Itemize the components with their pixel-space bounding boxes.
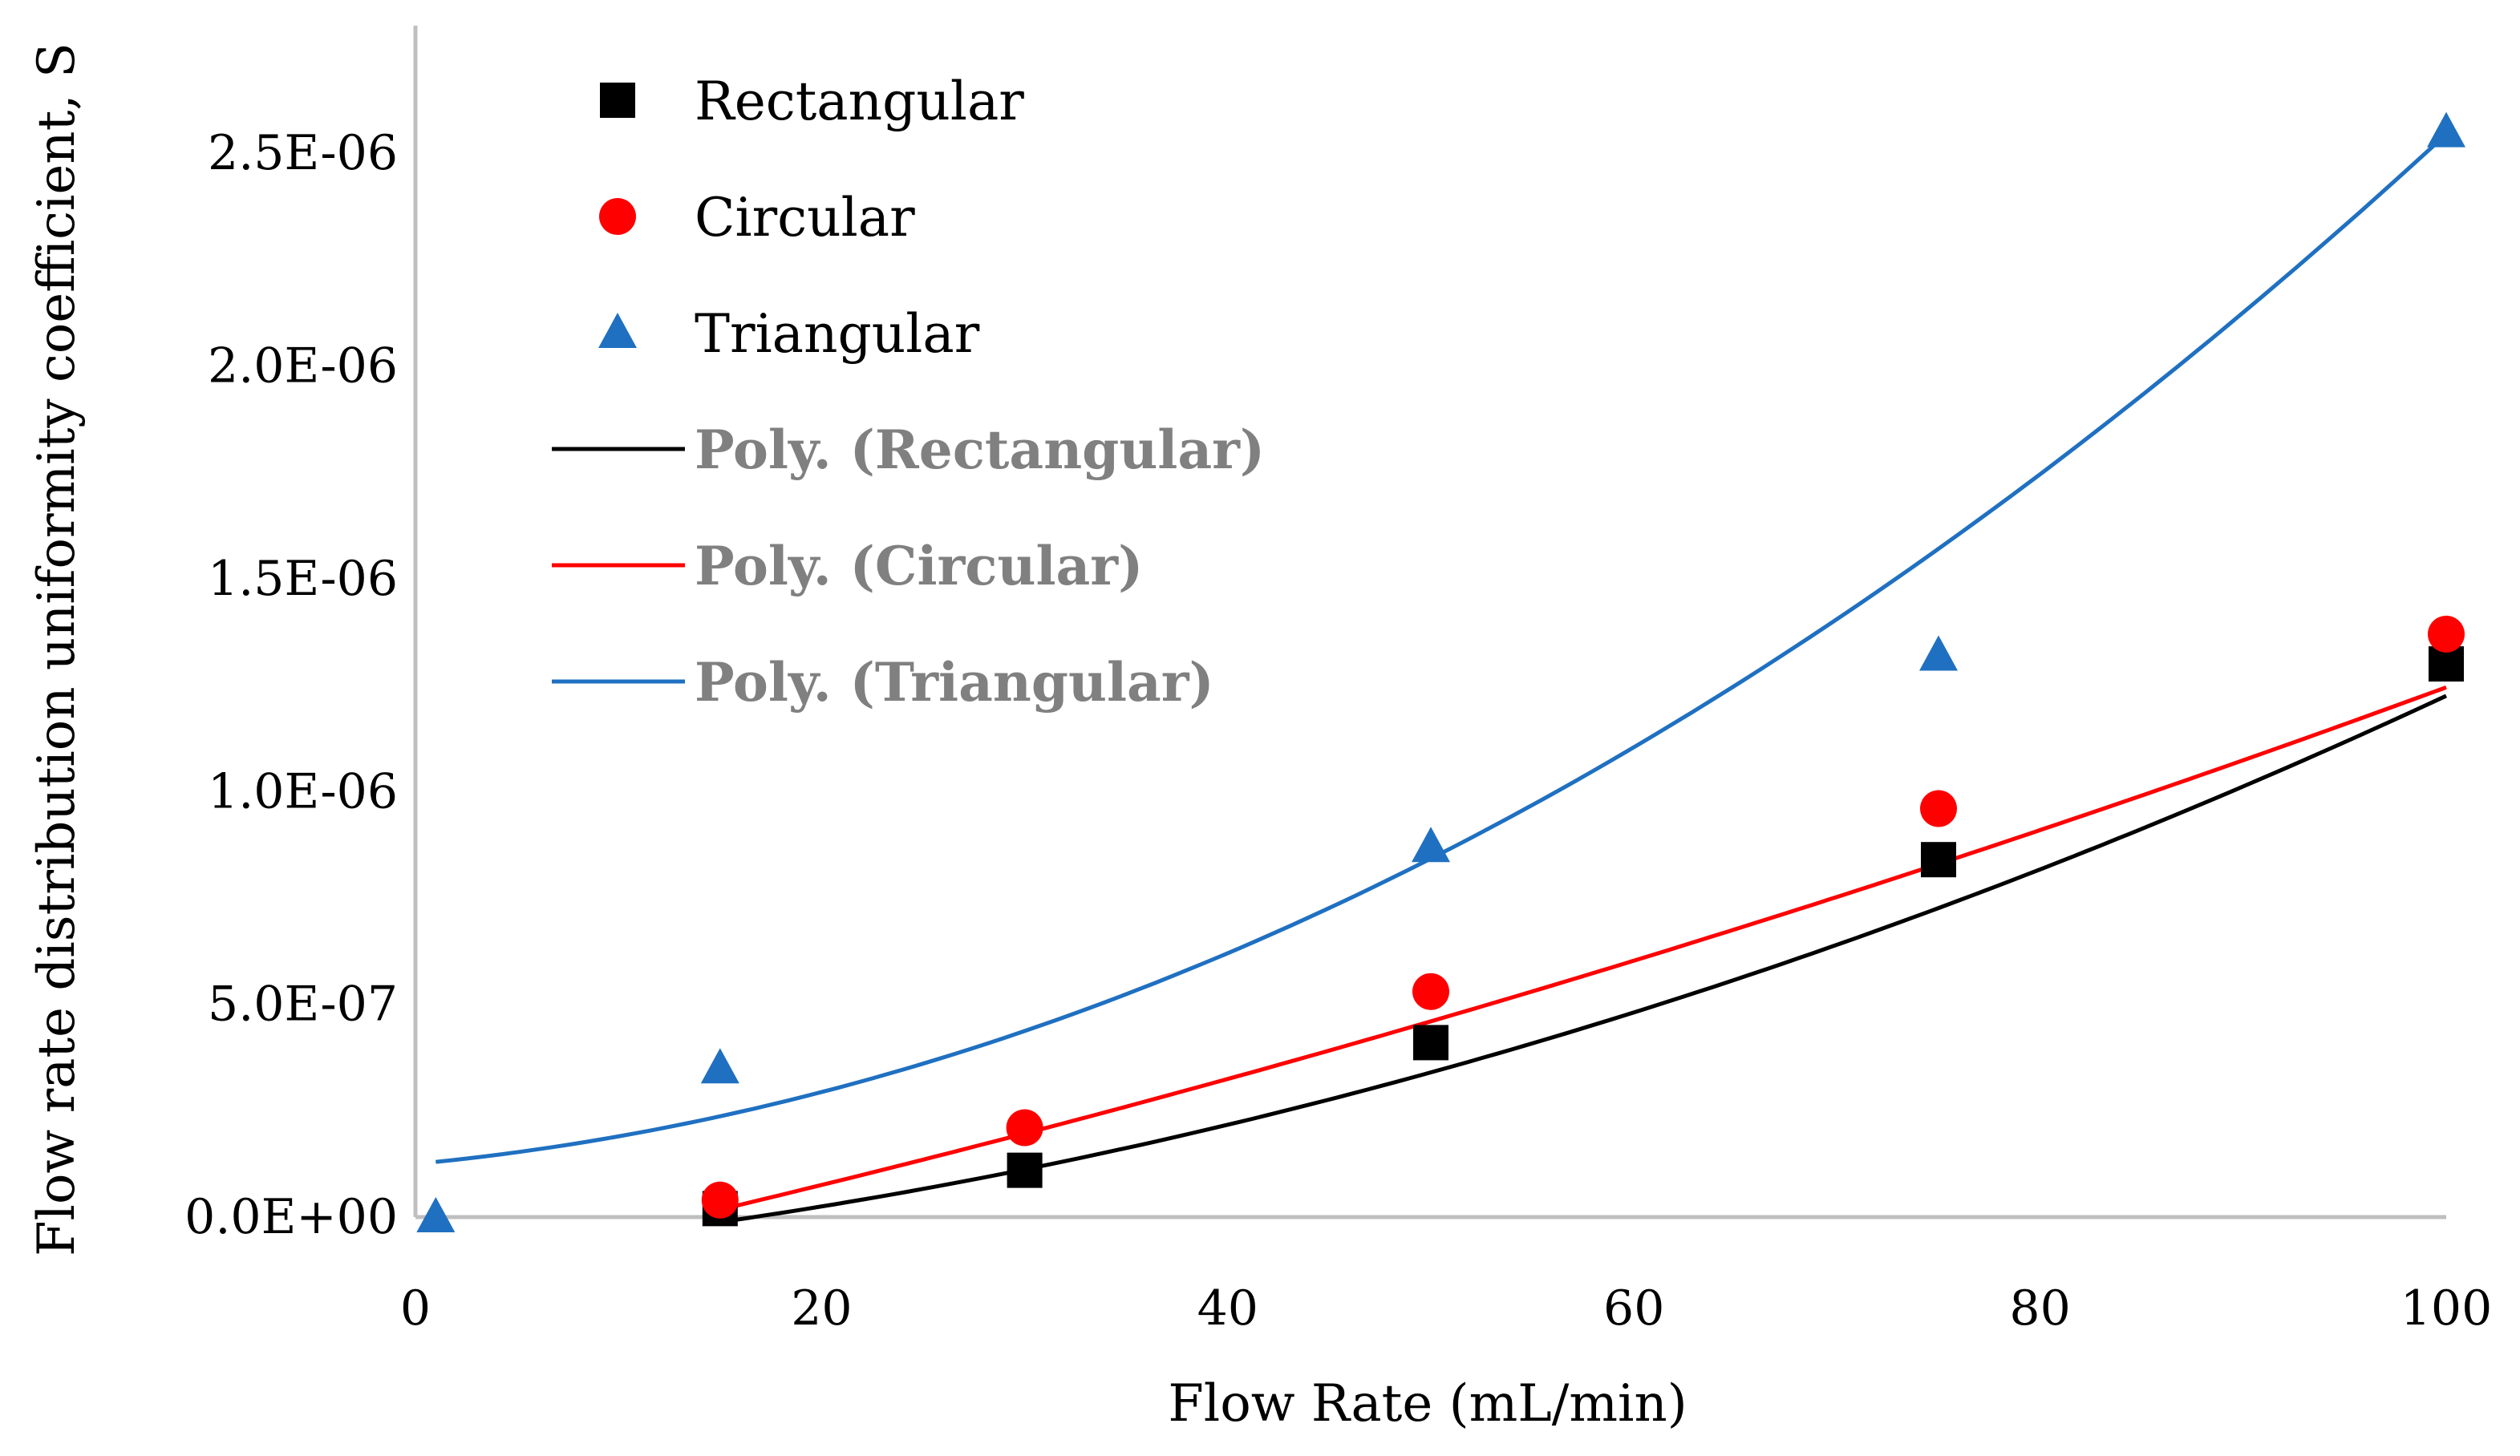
legend-marker-circular — [599, 198, 636, 235]
y-tick-label: 2.5E-06 — [208, 125, 398, 181]
legend: Rectangular Circular Triangular Poly. (Rect… — [552, 71, 1265, 714]
x-tick-label: 100 — [2400, 1280, 2493, 1337]
data-point-triangular — [416, 1197, 456, 1232]
data-point-circular — [701, 1181, 739, 1219]
legend-label-trend: Poly. (Circular) — [695, 535, 1143, 597]
data-point-circular — [1412, 973, 1449, 1010]
legend-label-trend: Poly. (Triangular) — [695, 651, 1214, 714]
x-axis-title: Flow Rate (mL/min) — [1168, 1374, 1687, 1434]
data-points — [416, 111, 2465, 1232]
trendline-poly-circular — [719, 685, 2447, 1212]
legend-label-triangular: Triangular — [695, 303, 980, 365]
legend-label-rectangular: Rectangular — [695, 71, 1024, 132]
y-tick-label: 1.5E-06 — [208, 551, 398, 607]
y-tick-label: 0.0E+00 — [184, 1189, 398, 1245]
x-tick-label: 80 — [2009, 1280, 2070, 1337]
data-point-rectangular — [1007, 1152, 1043, 1188]
data-point-triangular — [1919, 635, 1958, 671]
data-point-rectangular — [1413, 1025, 1448, 1061]
y-axis-title: Flow rate distribution uniformity coeffi… — [27, 42, 87, 1256]
x-tick-label: 0 — [400, 1280, 431, 1337]
y-tick-label: 2.0E-06 — [208, 338, 398, 394]
data-point-circular — [1006, 1109, 1043, 1147]
data-point-circular — [1920, 790, 1957, 827]
legend-label-circular: Circular — [695, 187, 915, 249]
y-tick-label: 1.0E-06 — [208, 763, 398, 819]
x-tick-label: 60 — [1603, 1280, 1664, 1337]
x-tick-label: 40 — [1197, 1280, 1258, 1337]
data-point-triangular — [700, 1048, 739, 1084]
x-tick-labels: 0 20 40 60 80 100 — [400, 1280, 2492, 1337]
data-point-rectangular — [1921, 842, 1956, 878]
legend-marker-triangular — [598, 313, 637, 348]
x-tick-label: 20 — [791, 1280, 852, 1337]
data-point-triangular — [2427, 111, 2465, 148]
trendline-poly-triangular — [436, 132, 2448, 1164]
y-tick-label: 5.0E-07 — [208, 977, 398, 1033]
y-tick-labels: 0.0E+00 5.0E-07 1.0E-06 1.5E-06 2.0E-06 2.5E-… — [184, 125, 398, 1245]
data-point-circular — [2428, 615, 2465, 653]
data-point-triangular — [1412, 827, 1450, 863]
legend-label-trend: Poly. (Rectangular) — [695, 419, 1265, 481]
legend-marker-rectangular — [600, 83, 635, 118]
